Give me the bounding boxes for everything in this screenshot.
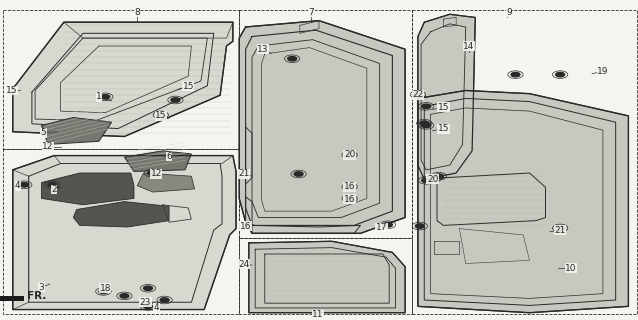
Circle shape [144, 304, 152, 308]
Polygon shape [124, 151, 191, 172]
Circle shape [556, 72, 565, 77]
Text: 16: 16 [344, 195, 355, 204]
Text: 6: 6 [166, 152, 172, 161]
Text: 21: 21 [554, 226, 566, 235]
Text: 15: 15 [155, 111, 167, 120]
Circle shape [420, 121, 429, 125]
Bar [3, 149, 239, 314]
Text: 18: 18 [100, 284, 111, 293]
Text: 4: 4 [15, 181, 20, 190]
Circle shape [294, 172, 303, 176]
Text: 5: 5 [40, 128, 47, 137]
Bar [239, 238, 412, 314]
Text: 10: 10 [565, 264, 577, 273]
Circle shape [144, 286, 152, 291]
Text: 14: 14 [463, 42, 475, 51]
Text: FR.: FR. [27, 292, 47, 301]
Polygon shape [239, 20, 405, 233]
Polygon shape [137, 173, 195, 192]
Polygon shape [0, 296, 24, 301]
Bar [239, 10, 412, 238]
Text: 15: 15 [438, 103, 449, 112]
Text: 13: 13 [257, 45, 269, 54]
Text: 15: 15 [6, 86, 17, 95]
Text: 16: 16 [344, 182, 355, 191]
Text: 4: 4 [154, 303, 159, 312]
Text: 19: 19 [597, 67, 609, 76]
Text: 1: 1 [96, 92, 102, 101]
Circle shape [345, 153, 354, 157]
Circle shape [120, 294, 129, 298]
Circle shape [345, 196, 354, 201]
Circle shape [413, 92, 422, 97]
Circle shape [383, 222, 392, 227]
Text: 3: 3 [38, 283, 45, 292]
Circle shape [415, 224, 424, 228]
Text: 15: 15 [438, 124, 449, 133]
Text: 23: 23 [140, 298, 151, 307]
Text: 8: 8 [134, 8, 140, 17]
Circle shape [422, 178, 431, 182]
Text: 12: 12 [42, 142, 54, 151]
Polygon shape [13, 22, 233, 137]
Polygon shape [41, 117, 112, 144]
Text: 22: 22 [412, 90, 424, 99]
Text: 15: 15 [182, 82, 194, 91]
Circle shape [160, 298, 169, 302]
Circle shape [147, 171, 156, 175]
Polygon shape [41, 173, 134, 205]
Circle shape [48, 182, 57, 187]
Polygon shape [249, 241, 405, 313]
Text: 20: 20 [344, 150, 355, 159]
Polygon shape [418, 91, 628, 313]
Circle shape [99, 289, 108, 294]
Circle shape [171, 98, 180, 102]
Polygon shape [73, 202, 169, 227]
Text: 2: 2 [52, 185, 57, 194]
Circle shape [20, 182, 29, 187]
Circle shape [156, 113, 165, 117]
Circle shape [345, 184, 354, 189]
Text: 20: 20 [427, 175, 438, 184]
Text: 16: 16 [240, 221, 251, 230]
Circle shape [434, 174, 443, 179]
Text: 17: 17 [376, 223, 387, 232]
Circle shape [422, 123, 431, 128]
Circle shape [288, 57, 297, 61]
Text: 24: 24 [238, 260, 249, 268]
Text: 9: 9 [506, 8, 512, 17]
Bar [412, 10, 637, 314]
Circle shape [511, 72, 520, 77]
Text: 21: 21 [238, 170, 249, 179]
Text: 11: 11 [312, 310, 323, 319]
Text: 12: 12 [151, 170, 162, 179]
Circle shape [101, 95, 110, 99]
Circle shape [422, 104, 431, 108]
Polygon shape [13, 156, 236, 309]
Circle shape [556, 226, 565, 230]
Text: 7: 7 [308, 8, 315, 17]
Polygon shape [418, 14, 475, 180]
Bar [3, 10, 239, 149]
